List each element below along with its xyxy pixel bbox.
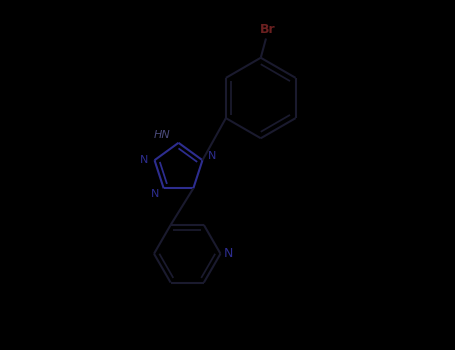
Text: N: N <box>151 189 159 199</box>
Text: N: N <box>208 151 217 161</box>
Text: N: N <box>140 154 148 164</box>
Text: Br: Br <box>260 23 276 36</box>
Text: N: N <box>223 247 233 260</box>
Text: HN: HN <box>153 130 170 140</box>
